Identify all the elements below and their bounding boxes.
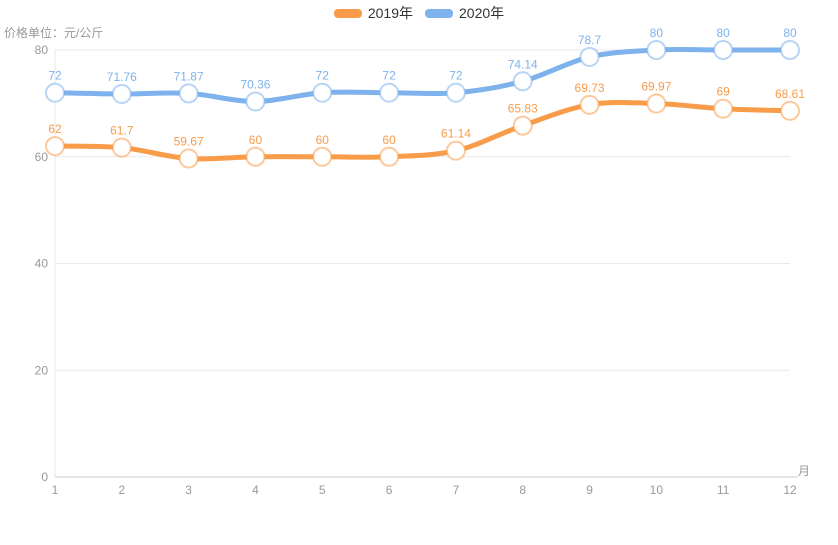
data-label-2020年-2: 71.76 bbox=[107, 70, 137, 84]
data-point-2020年-2[interactable] bbox=[111, 83, 132, 104]
data-point-2019年-9[interactable] bbox=[579, 94, 600, 115]
y-tick-label: 20 bbox=[35, 363, 49, 377]
data-label-2019年-12: 68.61 bbox=[775, 87, 805, 101]
data-point-2019年-1[interactable] bbox=[45, 136, 65, 157]
legend-item-2019[interactable]: 2019年 bbox=[333, 5, 413, 21]
data-point-2020年-9[interactable] bbox=[579, 46, 600, 67]
x-tick-label: 10 bbox=[650, 483, 664, 497]
legend-item-2020[interactable]: 2020年 bbox=[425, 6, 504, 20]
data-point-2019年-8[interactable] bbox=[512, 115, 533, 136]
x-tick-label: 3 bbox=[185, 483, 192, 497]
legend: 2019年 2020年 bbox=[0, 6, 838, 20]
data-label-2020年-1: 72 bbox=[48, 69, 62, 83]
data-label-2020年-9: 78.7 bbox=[578, 33, 602, 47]
x-tick-label: 9 bbox=[586, 483, 593, 497]
data-point-2020年-4[interactable] bbox=[245, 91, 266, 112]
data-label-2019年-10: 69.97 bbox=[641, 80, 671, 94]
data-label-2019年-9: 69.73 bbox=[575, 81, 605, 95]
data-label-2019年-5: 60 bbox=[316, 133, 330, 147]
y-tick-label: 40 bbox=[35, 257, 49, 271]
data-label-2019年-2: 61.7 bbox=[110, 124, 134, 138]
data-label-2020年-5: 72 bbox=[316, 69, 330, 83]
data-label-2019年-3: 59.67 bbox=[174, 135, 204, 149]
y-axis-unit-label: 价格单位：元/公斤 bbox=[4, 26, 104, 40]
data-point-2020年-1[interactable] bbox=[45, 82, 65, 103]
data-point-2019年-7[interactable] bbox=[445, 140, 466, 161]
data-label-2019年-6: 60 bbox=[382, 133, 396, 147]
data-point-2020年-5[interactable] bbox=[312, 82, 333, 103]
x-tick-label: 5 bbox=[319, 483, 326, 497]
data-label-2020年-3: 71.87 bbox=[174, 69, 204, 83]
x-tick-label: 1 bbox=[52, 483, 59, 497]
x-tick-label: 2 bbox=[118, 483, 125, 497]
data-label-2020年-11: 80 bbox=[717, 26, 731, 40]
series-line-2020年 bbox=[52, 46, 793, 105]
x-axis-name: 月 bbox=[798, 464, 811, 478]
data-point-2020年-12[interactable] bbox=[780, 40, 800, 60]
data-label-2020年-8: 74.14 bbox=[508, 57, 538, 71]
data-point-2020年-7[interactable] bbox=[445, 82, 466, 103]
data-point-2019年-3[interactable] bbox=[178, 148, 199, 169]
data-point-2019年-11[interactable] bbox=[713, 98, 734, 119]
x-tick-label: 7 bbox=[453, 483, 460, 497]
data-point-2020年-11[interactable] bbox=[713, 40, 734, 60]
data-point-2020年-6[interactable] bbox=[379, 82, 400, 103]
x-tick-label: 6 bbox=[386, 483, 393, 497]
y-tick-label: 0 bbox=[41, 470, 48, 484]
data-point-2019年-10[interactable] bbox=[646, 93, 667, 114]
data-point-2020年-8[interactable] bbox=[512, 71, 533, 92]
data-point-2019年-12[interactable] bbox=[780, 100, 800, 121]
data-label-2019年-7: 61.14 bbox=[441, 127, 471, 141]
legend-swatch-2019-icon bbox=[333, 8, 362, 18]
y-tick-label: 60 bbox=[35, 150, 49, 164]
x-tick-label: 8 bbox=[519, 483, 526, 497]
data-label-2020年-12: 80 bbox=[783, 26, 797, 40]
x-tick-label: 11 bbox=[717, 483, 730, 497]
series-line-2019年 bbox=[52, 100, 793, 162]
data-point-2019年-2[interactable] bbox=[111, 137, 132, 158]
y-tick-label: 80 bbox=[35, 43, 49, 57]
data-label-2019年-4: 60 bbox=[249, 133, 263, 147]
data-label-2020年-4: 70.36 bbox=[240, 77, 270, 91]
data-point-2019年-4[interactable] bbox=[245, 146, 266, 167]
data-label-2020年-6: 72 bbox=[382, 69, 396, 83]
data-label-2019年-8: 65.83 bbox=[508, 102, 538, 116]
legend-label-2019: 2019年 bbox=[367, 5, 413, 21]
data-label-2020年-7: 72 bbox=[449, 69, 463, 83]
data-label-2020年-10: 80 bbox=[650, 26, 664, 40]
x-tick-label: 12 bbox=[783, 483, 797, 497]
data-label-2019年-11: 69 bbox=[717, 85, 731, 99]
data-point-2019年-5[interactable] bbox=[312, 146, 333, 167]
data-label-2019年-1: 62 bbox=[48, 122, 62, 136]
data-point-2020年-3[interactable] bbox=[178, 83, 199, 104]
x-tick-label: 4 bbox=[252, 483, 259, 497]
data-point-2019年-6[interactable] bbox=[379, 146, 400, 167]
legend-swatch-2020-icon bbox=[425, 8, 453, 18]
data-point-2020年-10[interactable] bbox=[646, 40, 667, 60]
legend-label-2020: 2020年 bbox=[459, 5, 505, 21]
